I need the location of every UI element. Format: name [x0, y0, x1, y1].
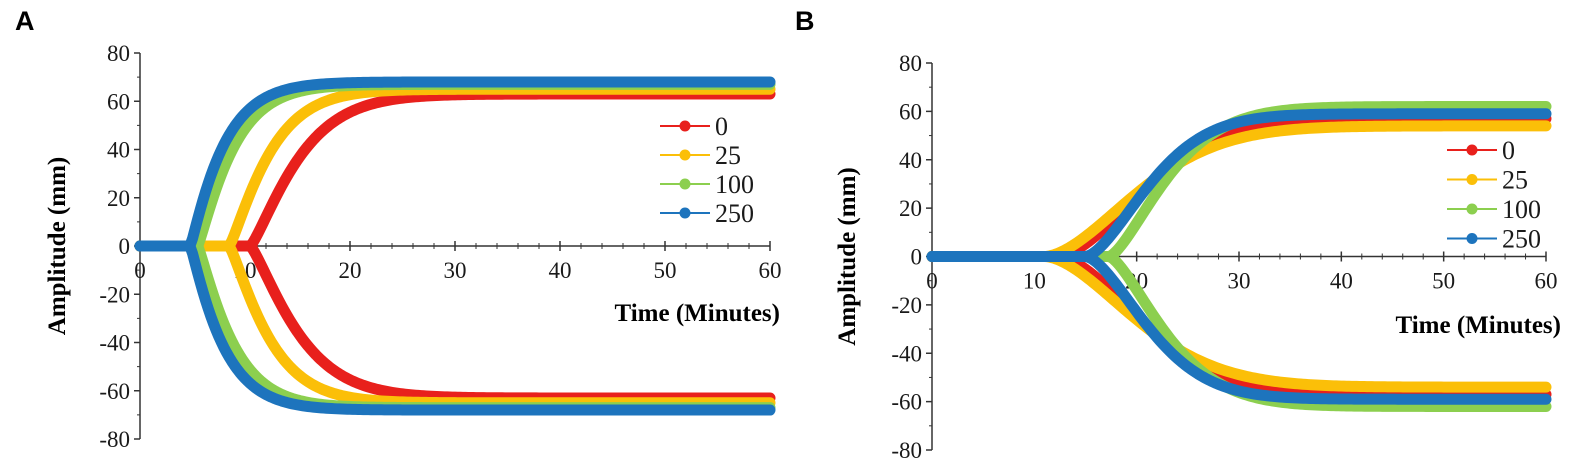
x-tick-label: 50 — [654, 258, 677, 283]
y-tick-label: -60 — [891, 390, 922, 415]
y-tick-label: 60 — [899, 99, 922, 124]
x-tick-label: 30 — [444, 258, 467, 283]
series-line-25-upper — [926, 120, 1552, 262]
legend-label: 100 — [715, 170, 754, 199]
y-tick-label: 80 — [107, 41, 130, 66]
y-axis-title: Amplitude (mm) — [44, 157, 71, 335]
y-tick-label: -60 — [99, 379, 130, 404]
y-tick-label: -20 — [891, 293, 922, 318]
x-tick-label: 20 — [339, 258, 362, 283]
x-tick-label: 40 — [1330, 269, 1353, 294]
legend-label: 25 — [1502, 166, 1528, 195]
legend-swatch-marker — [1466, 174, 1478, 185]
y-axis-title: Amplitude (mm) — [834, 167, 861, 345]
y-tick-label: 20 — [107, 186, 130, 211]
x-tick-label: 10 — [1023, 269, 1046, 294]
x-tick-label: 50 — [1432, 269, 1455, 294]
panel-label: B — [795, 6, 815, 36]
y-tick-label: 60 — [107, 89, 130, 114]
x-tick-label: 60 — [1535, 269, 1558, 294]
legend-label: 0 — [1502, 136, 1515, 165]
x-tick-label: 0 — [926, 269, 938, 294]
legend-swatch-marker — [679, 178, 691, 190]
y-tick-label: -40 — [891, 341, 922, 366]
x-tick-label: 0 — [134, 258, 146, 283]
x-tick-label: 40 — [549, 258, 572, 283]
legend-label: 250 — [1502, 225, 1541, 254]
y-tick-label: 40 — [107, 138, 130, 163]
series-line-250-lower — [926, 251, 1552, 405]
x-tick-label: 30 — [1228, 269, 1251, 294]
y-tick-label: -80 — [99, 427, 130, 452]
legend-label: 25 — [715, 141, 741, 170]
legend-swatch-marker — [679, 149, 691, 161]
legend-swatch-marker — [679, 207, 691, 219]
legend-label: 0 — [715, 112, 728, 141]
series-line-250-upper — [134, 76, 776, 252]
y-tick-label: 0 — [911, 245, 923, 270]
legend-label: 250 — [715, 199, 754, 228]
y-tick-label: 80 — [899, 51, 922, 76]
x-tick-label: 60 — [759, 258, 782, 283]
y-tick-label: 20 — [899, 196, 922, 221]
panel-label: A — [15, 6, 35, 36]
legend-swatch-marker — [1466, 203, 1478, 215]
series-line-25-upper — [134, 83, 776, 252]
x-axis-title: Time (Minutes) — [1396, 312, 1562, 339]
legend-swatch-marker — [1466, 233, 1478, 244]
y-tick-label: -40 — [99, 331, 130, 356]
legend-swatch-marker — [679, 120, 691, 132]
y-tick-label: -20 — [99, 282, 130, 307]
legend-swatch-marker — [1466, 144, 1478, 156]
y-tick-label: -80 — [891, 438, 922, 463]
x-axis-title: Time (Minutes) — [615, 300, 781, 327]
legend-label: 100 — [1502, 195, 1541, 224]
y-tick-label: 40 — [899, 148, 922, 173]
y-tick-label: 0 — [119, 234, 131, 259]
series-line-250-lower — [134, 240, 776, 416]
